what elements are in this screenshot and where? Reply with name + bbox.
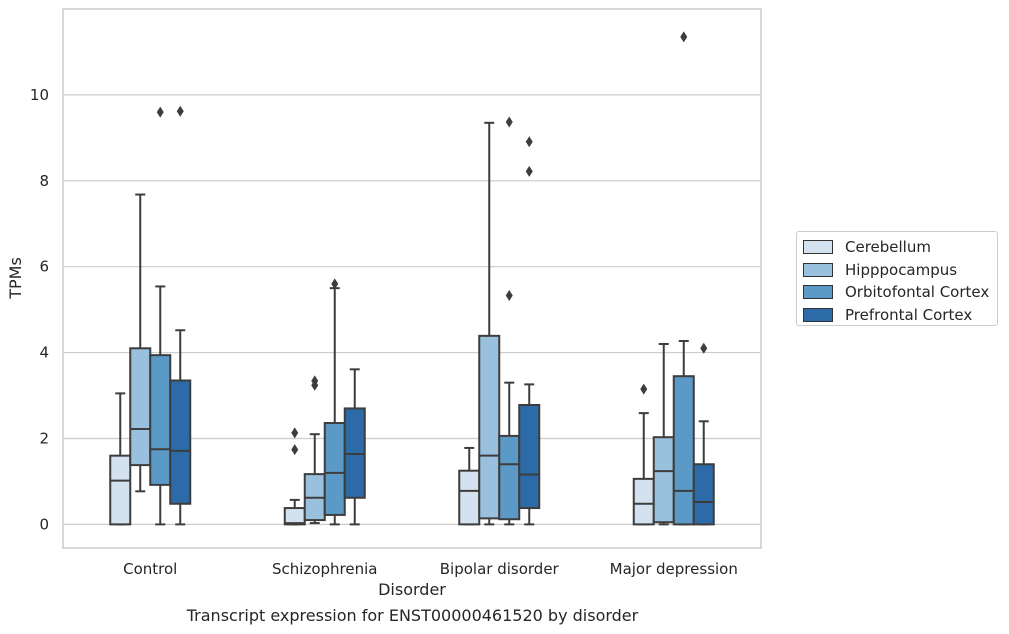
box-group [109, 392, 132, 526]
y-tick-label: 4 [39, 344, 49, 362]
box [652, 436, 675, 524]
legend-label: Cerebellum [845, 238, 931, 257]
legend-swatch [803, 262, 833, 277]
box-group [343, 368, 366, 526]
y-tick-labels: 0 2 4 6 8 10 [30, 86, 49, 533]
x-tick-label: Schizophrenia [272, 560, 377, 578]
chart-caption: Transcript expression for ENST0000046152… [186, 606, 639, 625]
box-group [129, 193, 152, 493]
legend-label: Orbitofontal Cortex [845, 283, 990, 302]
legend-item: Hipppocampus [803, 259, 997, 282]
box-group [518, 136, 541, 526]
boxes [109, 31, 715, 526]
outlier-point [525, 136, 533, 148]
box [478, 334, 501, 520]
outlier-point [505, 116, 513, 128]
legend-swatch [803, 307, 833, 322]
box-group [498, 116, 521, 526]
box-group [632, 383, 655, 526]
box [109, 454, 132, 526]
y-axis-label: TPMs [6, 257, 25, 300]
box [149, 354, 172, 486]
outlier-point [156, 106, 164, 118]
box-group [458, 446, 481, 526]
plot-frame [62, 8, 762, 549]
box [283, 507, 306, 526]
box-group [652, 342, 675, 526]
x-tick-label: Bipolar disorder [440, 560, 560, 578]
y-tick-label: 2 [39, 429, 49, 447]
x-tick-label: Control [123, 560, 177, 578]
legend-item: Orbitofontal Cortex [803, 281, 997, 304]
box [323, 422, 346, 516]
outlier-point [700, 342, 708, 354]
y-tick-label: 6 [39, 258, 49, 276]
box [169, 379, 192, 505]
box [498, 434, 521, 521]
legend-swatch [803, 240, 833, 255]
box-group [692, 342, 715, 526]
outlier-point [311, 375, 319, 387]
box-group [283, 427, 306, 526]
x-axis-label: Disorder [378, 580, 446, 599]
box-group [478, 121, 501, 526]
outlier-point [291, 444, 299, 456]
box [458, 469, 481, 526]
legend: Cerebellum Hipppocampus Orbitofontal Cor… [796, 231, 998, 326]
box [692, 463, 715, 526]
box-group [303, 375, 326, 525]
outlier-point [680, 31, 688, 43]
legend-label: Prefrontal Cortex [845, 305, 973, 324]
legend-label: Hipppocampus [845, 260, 958, 279]
box [672, 375, 695, 526]
y-tick-label: 0 [39, 515, 49, 533]
x-tick-label: Major depression [610, 560, 738, 578]
outlier-point [505, 289, 513, 301]
box-group [323, 278, 346, 526]
box [129, 347, 152, 467]
outlier-point [640, 383, 648, 395]
outlier-point [176, 105, 184, 117]
box-group [169, 105, 192, 526]
box-group [149, 106, 172, 526]
box [632, 477, 655, 526]
legend-item: Cerebellum [803, 236, 997, 259]
box-group [672, 31, 695, 526]
legend-swatch [803, 285, 833, 300]
x-tick-labels: Control Schizophrenia Bipolar disorder Majo… [123, 560, 738, 578]
y-tick-label: 10 [30, 86, 49, 104]
outlier-point [525, 165, 533, 177]
legend-item: Prefrontal Cortex [803, 304, 997, 327]
outlier-point [331, 278, 339, 290]
outlier-point [291, 427, 299, 439]
box [518, 403, 541, 510]
y-tick-label: 8 [39, 172, 49, 190]
